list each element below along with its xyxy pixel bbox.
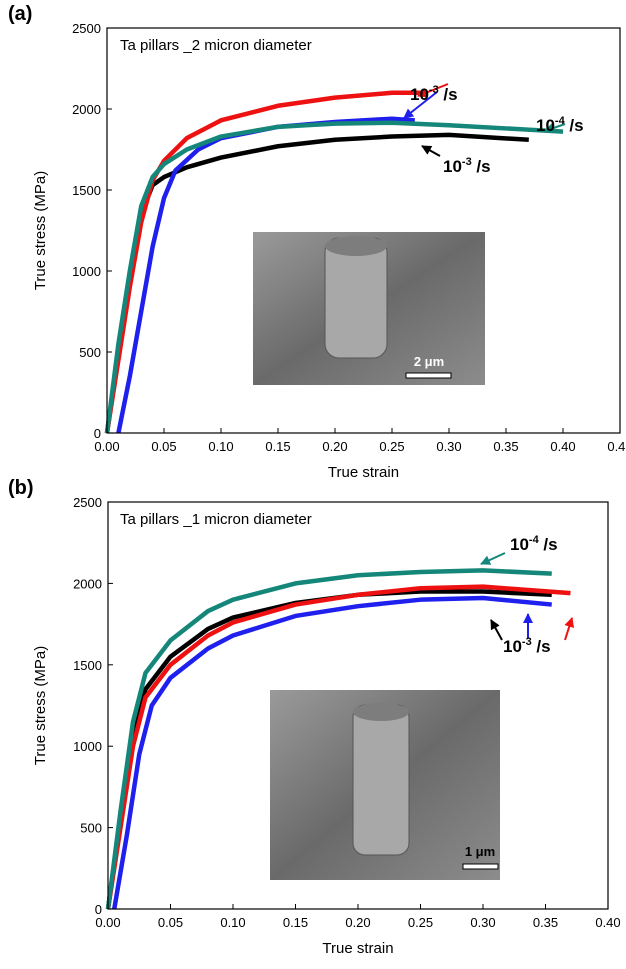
y-tick-label: 1500 (73, 658, 102, 673)
y-tick-label: 500 (80, 821, 102, 836)
annotation: 10-4 /s (510, 534, 558, 554)
data-line (105, 584, 571, 910)
y-tick-label: 2000 (73, 576, 102, 591)
scale-bar-label: 2 μm (414, 354, 444, 369)
annotation-exponent: -4 (529, 534, 540, 546)
annotation: 10-4 /s (536, 115, 584, 135)
data-line (104, 90, 421, 434)
annotation-base: 10 (443, 157, 462, 176)
annotation-suffix: /s (532, 637, 551, 656)
y-tick-label: 2500 (73, 495, 102, 510)
scale-bar-label: 1 μm (465, 844, 495, 859)
annotation-exponent: -3 (522, 636, 532, 648)
y-tick-label: 500 (79, 345, 101, 360)
x-tick-label: 0.10 (220, 915, 245, 930)
x-tick-label: 0.20 (322, 439, 347, 454)
x-tick-label: 0.00 (94, 439, 119, 454)
x-tick-label: 0.20 (345, 915, 370, 930)
x-tick-label: 0.35 (493, 439, 518, 454)
x-axis-label: True strain (322, 940, 393, 957)
x-tick-label: 0.40 (595, 915, 620, 930)
annotation-base: 10 (510, 535, 529, 554)
annotation: 10-3 /s (503, 636, 551, 656)
y-tick-label: 0 (94, 426, 101, 441)
annotation-exponent: -3 (429, 84, 439, 96)
x-tick-label: 0.05 (158, 915, 183, 930)
data-line (112, 595, 552, 910)
inset-image (270, 690, 500, 880)
x-tick-label: 0.00 (95, 915, 120, 930)
annotation-suffix: /s (565, 116, 584, 135)
y-tick-label: 2000 (72, 102, 101, 117)
y-tick-label: 1000 (73, 739, 102, 754)
chart-title: Ta pillars _2 micron diameter (120, 37, 312, 54)
x-tick-label: 0.15 (283, 915, 308, 930)
x-tick-label: 0.15 (265, 439, 290, 454)
y-tick-label: 1500 (72, 183, 101, 198)
x-axis-label: True strain (328, 464, 399, 481)
data-line (105, 568, 552, 910)
x-tick-label: 0.05 (151, 439, 176, 454)
inset-image (253, 232, 485, 385)
x-tick-label: 0.40 (550, 439, 575, 454)
x-tick-label: 0.30 (436, 439, 461, 454)
x-tick-label: 0.30 (470, 915, 495, 930)
annotation: 10-3 /s (443, 156, 491, 176)
y-tick-label: 0 (95, 902, 102, 917)
y-axis-label: True stress (MPa) (32, 171, 49, 290)
annotation-suffix: /s (439, 85, 458, 104)
x-tick-label: 0.25 (408, 915, 433, 930)
y-tick-label: 2500 (72, 21, 101, 36)
y-axis-label: True stress (MPa) (32, 646, 49, 765)
annotation-exponent: -4 (555, 115, 566, 127)
x-tick-label: 0.45 (607, 439, 626, 454)
annotation: 10-3 /s (410, 84, 458, 104)
annotation-base: 10 (536, 116, 555, 135)
chart-title: Ta pillars _1 micron diameter (120, 511, 312, 528)
annotation-suffix: /s (472, 157, 491, 176)
panel-label: (a) (8, 3, 32, 25)
annotation-base: 10 (410, 85, 429, 104)
x-tick-label: 0.10 (208, 439, 233, 454)
data-line (104, 120, 564, 434)
annotation-suffix: /s (539, 535, 558, 554)
panel-label: (b) (8, 477, 34, 499)
annotation-base: 10 (503, 637, 522, 656)
x-tick-label: 0.25 (379, 439, 404, 454)
y-tick-label: 1000 (72, 264, 101, 279)
plot-frame (106, 27, 621, 434)
x-tick-label: 0.35 (533, 915, 558, 930)
annotation-exponent: -3 (462, 156, 472, 168)
